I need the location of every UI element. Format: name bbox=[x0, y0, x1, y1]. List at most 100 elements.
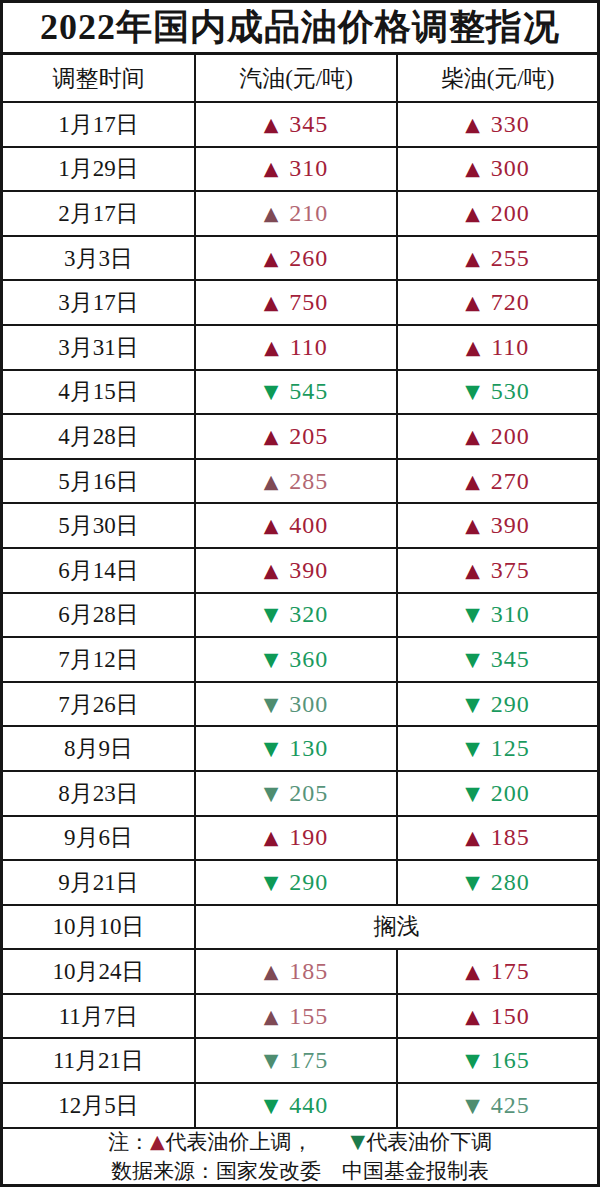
gas-change-cell: ▲155 bbox=[196, 995, 398, 1038]
down-triangle-icon: ▼ bbox=[264, 382, 279, 401]
price-change-value: 330 bbox=[491, 111, 530, 138]
table-row: 3月31日▲110▲110 bbox=[3, 326, 597, 371]
price-change-value: 185 bbox=[289, 958, 328, 985]
table-row: 3月3日▲260▲255 bbox=[3, 237, 597, 282]
down-triangle-icon: ▼ bbox=[264, 739, 279, 758]
price-change-value: 280 bbox=[491, 869, 530, 896]
up-triangle-icon: ▲ bbox=[465, 249, 480, 268]
table-row: 5月30日▲400▲390 bbox=[3, 504, 597, 549]
table-row: 9月21日▼290▼280 bbox=[3, 861, 597, 906]
diesel-change-cell: ▲200 bbox=[398, 192, 597, 235]
date-cell: 3月31日 bbox=[3, 326, 196, 369]
table-row: 9月6日▲190▲185 bbox=[3, 817, 597, 862]
down-triangle-icon: ▼ bbox=[351, 1132, 366, 1151]
column-header-diesel: 柴油(元/吨) bbox=[398, 55, 597, 101]
price-change-value: 125 bbox=[491, 735, 530, 762]
up-triangle-icon: ▲ bbox=[465, 828, 480, 847]
diesel-change-cell: ▼ 345 bbox=[398, 638, 597, 681]
price-change-value: 345 bbox=[491, 646, 530, 673]
up-triangle-icon: ▲ bbox=[466, 338, 481, 357]
gas-change-cell: ▲210 bbox=[196, 192, 398, 235]
price-change-value: 130 bbox=[289, 735, 328, 762]
down-triangle-icon: ▼ bbox=[465, 784, 480, 803]
up-triangle-icon: ▲ bbox=[264, 427, 279, 446]
diesel-change-cell: ▲ 300 bbox=[398, 148, 597, 191]
up-triangle-icon: ▲ bbox=[264, 204, 279, 223]
date-cell: 8月9日 bbox=[3, 727, 196, 770]
up-triangle-icon: ▲ bbox=[465, 115, 480, 134]
gas-change-cell: ▲110 bbox=[196, 326, 398, 369]
diesel-change-cell: ▲150 bbox=[398, 995, 597, 1038]
price-change-value: 320 bbox=[289, 601, 328, 628]
price-change-value: 270 bbox=[491, 468, 530, 495]
gas-change-cell: ▼360 bbox=[196, 638, 398, 681]
price-change-value: 300 bbox=[491, 155, 530, 182]
date-cell: 4月28日 bbox=[3, 415, 196, 458]
diesel-change-cell: ▲ 270 bbox=[398, 460, 597, 503]
gas-change-cell: ▲310 bbox=[196, 148, 398, 191]
price-change-value: 310 bbox=[491, 601, 530, 628]
price-change-value: 285 bbox=[289, 468, 328, 495]
date-cell: 3月17日 bbox=[3, 281, 196, 324]
up-triangle-icon: ▲ bbox=[465, 516, 480, 535]
gas-change-cell: ▼320 bbox=[196, 594, 398, 637]
down-triangle-icon: ▼ bbox=[264, 873, 279, 892]
price-change-value: 205 bbox=[289, 423, 328, 450]
table-footer: 注： ▲ 代表油价上调， ▼ 代表油价下调 数据来源：国家发改委 中国基金报制表 bbox=[3, 1129, 597, 1185]
gas-change-cell: ▲190 bbox=[196, 817, 398, 860]
date-cell: 8月23日 bbox=[3, 772, 196, 815]
up-triangle-icon: ▲ bbox=[465, 962, 480, 981]
price-change-value: 300 bbox=[289, 691, 328, 718]
price-change-value: 390 bbox=[289, 557, 328, 584]
up-triangle-icon: ▲ bbox=[465, 427, 480, 446]
price-change-value: 175 bbox=[289, 1047, 328, 1074]
price-change-value: 255 bbox=[491, 245, 530, 272]
price-change-value: 110 bbox=[491, 334, 529, 361]
down-triangle-icon: ▼ bbox=[465, 605, 480, 624]
table-row: 10月10日搁浅 bbox=[3, 906, 597, 951]
diesel-change-cell: ▼530 bbox=[398, 371, 597, 414]
down-triangle-icon: ▼ bbox=[465, 382, 480, 401]
price-change-value: 185 bbox=[491, 824, 530, 851]
date-cell: 7月12日 bbox=[3, 638, 196, 681]
date-cell: 10月10日 bbox=[3, 906, 196, 949]
price-adjustment-table: 2022年国内成品油价格调整指况 调整时间 汽油(元/吨) 柴油(元/吨) 1月… bbox=[0, 0, 600, 1187]
price-change-value: 345 bbox=[289, 111, 328, 138]
down-triangle-icon: ▼ bbox=[264, 784, 279, 803]
up-triangle-icon: ▲ bbox=[264, 338, 279, 357]
date-cell: 10月24日 bbox=[3, 950, 196, 993]
table-row: 11月7日▲155▲150 bbox=[3, 995, 597, 1040]
gas-change-cell: ▼ 130 bbox=[196, 727, 398, 770]
gas-change-cell: ▼205 bbox=[196, 772, 398, 815]
table-row: 6月14日▲390▲375 bbox=[3, 549, 597, 594]
price-change-value: 200 bbox=[491, 780, 530, 807]
up-triangle-icon: ▲ bbox=[264, 472, 279, 491]
price-change-value: 750 bbox=[289, 289, 328, 316]
price-change-value: 200 bbox=[491, 200, 530, 227]
price-change-value: 375 bbox=[491, 557, 530, 584]
up-triangle-icon: ▲ bbox=[465, 159, 480, 178]
up-triangle-icon: ▲ bbox=[150, 1132, 165, 1151]
legend-line: 注： ▲ 代表油价上调， ▼ 代表油价下调 bbox=[108, 1129, 492, 1155]
up-triangle-icon: ▲ bbox=[264, 293, 279, 312]
date-cell: 5月30日 bbox=[3, 504, 196, 547]
diesel-change-cell: ▼ 200 bbox=[398, 772, 597, 815]
date-cell: 2月17日 bbox=[3, 192, 196, 235]
gas-change-cell: ▼545 bbox=[196, 371, 398, 414]
diesel-change-cell: ▼280 bbox=[398, 861, 597, 904]
legend-up-text: 代表油价上调， bbox=[166, 1129, 313, 1155]
legend-down-text: 代表油价下调 bbox=[366, 1129, 492, 1155]
down-triangle-icon: ▼ bbox=[465, 739, 480, 758]
up-triangle-icon: ▲ bbox=[264, 828, 279, 847]
price-change-value: 400 bbox=[289, 512, 328, 539]
diesel-change-cell: ▼165 bbox=[398, 1039, 597, 1082]
down-triangle-icon: ▼ bbox=[465, 695, 480, 714]
up-triangle-icon: ▲ bbox=[465, 472, 480, 491]
down-triangle-icon: ▼ bbox=[465, 650, 480, 669]
date-cell: 11月21日 bbox=[3, 1039, 196, 1082]
diesel-change-cell: ▼ 310 bbox=[398, 594, 597, 637]
table-row: 4月15日▼545▼530 bbox=[3, 371, 597, 416]
up-triangle-icon: ▲ bbox=[465, 293, 480, 312]
column-header-gasoline: 汽油(元/吨) bbox=[196, 55, 398, 101]
diesel-change-cell: ▲ 255 bbox=[398, 237, 597, 280]
